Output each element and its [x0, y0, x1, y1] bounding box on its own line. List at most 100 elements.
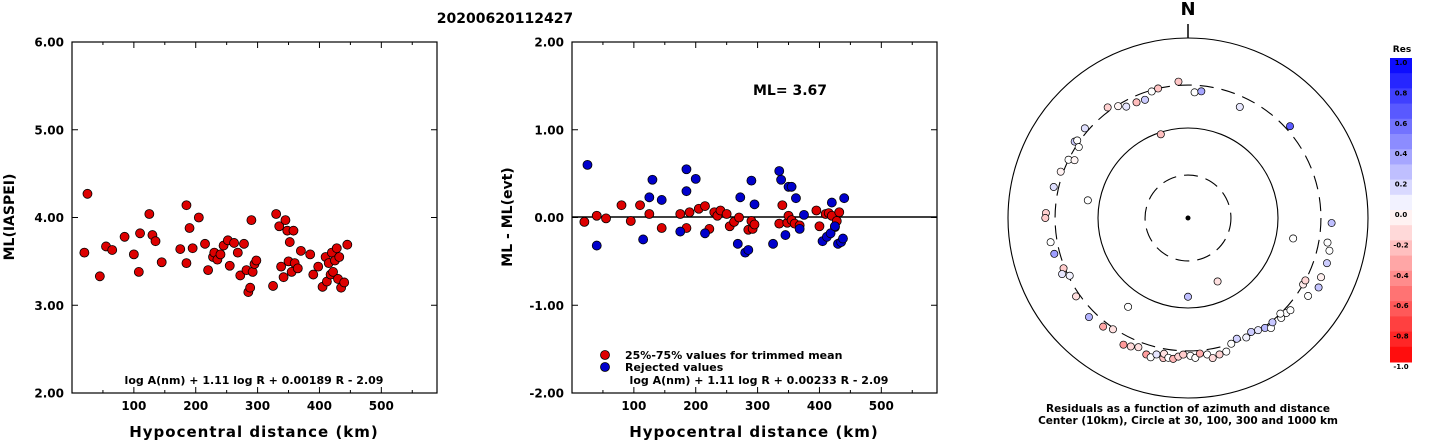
plot2-data-point: [591, 210, 602, 221]
plot2-y-tick-label: 0.00: [534, 211, 564, 225]
plot2-data-point: [774, 218, 785, 229]
plot2-x-tick-label: 100: [621, 399, 646, 413]
legend-marker-trimmed: [600, 350, 610, 360]
colorbar-cell: [1390, 270, 1412, 287]
colorbar-cell: [1390, 179, 1412, 196]
plot1-points: [79, 188, 353, 297]
station-residual-point: [1147, 87, 1156, 96]
plot2-data-point: [749, 199, 760, 210]
station-residual-point: [1154, 84, 1163, 93]
station-residual-point: [1323, 238, 1332, 247]
plot1-data-point: [156, 257, 167, 268]
plot2-data-point: [644, 192, 655, 203]
colorbar-tick-label: -1.0: [1393, 363, 1408, 371]
colorbar-cell: [1390, 331, 1412, 348]
plot2-data-point: [826, 197, 837, 208]
legend-label-rejected: Rejected values: [625, 361, 724, 374]
station-residual-point: [1049, 183, 1058, 191]
plot2-x-tick-label: 500: [869, 399, 894, 413]
station-residual-point: [1208, 354, 1217, 362]
colorbar-tick-label: -0.4: [1393, 272, 1408, 280]
colorbar-gradient: [1390, 58, 1412, 363]
plot2-points: [579, 159, 850, 258]
station-residual-point: [1080, 124, 1089, 133]
station-residual-point: [1247, 327, 1256, 336]
station-residual-point: [1119, 340, 1128, 349]
station-residual-point: [1174, 77, 1183, 86]
station-residual-point: [1213, 277, 1222, 286]
center-point: [1185, 215, 1191, 221]
plot2-y-tick-label: -2.00: [529, 387, 564, 401]
azimuth-points: [1041, 77, 1336, 363]
plot2-data-point: [656, 195, 667, 205]
plot1-data-point: [288, 225, 299, 236]
station-residual-point: [1103, 103, 1112, 112]
plot1-data-point: [144, 209, 155, 219]
plot1-y-tick-label: 2.00: [34, 387, 64, 401]
magnitude-vs-distance-plot: 100 200 300 400 500 2.00 3.00 4.00 5.00 6.00 log …: [2, 36, 438, 441]
plot2-data-point: [635, 200, 645, 211]
station-residual-point: [1286, 306, 1295, 315]
plot1-data-point: [119, 231, 130, 242]
station-residual-point: [1085, 313, 1093, 321]
station-residual-point: [1074, 143, 1083, 152]
plot1-data-point: [175, 244, 186, 254]
plot2-data-point: [625, 216, 636, 226]
colorbar-cell: [1390, 301, 1412, 317]
plot2-data-point: [768, 238, 778, 249]
plot2-data-point: [579, 216, 590, 227]
legend-label-trimmed: 25%-75% values for trimmed mean: [625, 349, 842, 362]
colorbar-tick-label: 0.6: [1395, 120, 1408, 128]
station-residual-point: [1317, 273, 1325, 282]
station-residual-point: [1268, 318, 1277, 327]
plot1-data-point: [200, 238, 210, 249]
colorbar-tick-label: -0.2: [1393, 241, 1408, 249]
plot1-data-point: [203, 265, 214, 276]
plot2-data-point: [799, 209, 809, 220]
plot1-data-point: [292, 263, 303, 274]
ring-1000km: [1007, 37, 1369, 399]
plot1-x-tick-label: 300: [245, 399, 270, 413]
plot2-formula: log A(nm) + 1.11 log R + 0.00233 R - 2.0…: [630, 374, 889, 387]
plot1-data-point: [245, 282, 256, 293]
plot2-data-point: [834, 207, 845, 218]
colorbar-tick-label: -0.6: [1393, 302, 1408, 310]
plot1-data-point: [274, 221, 285, 232]
station-residual-point: [1126, 342, 1135, 351]
plot1-data-point: [284, 237, 295, 247]
plot1-data-point: [305, 249, 316, 260]
station-residual-point: [1304, 292, 1313, 300]
plot1-data-point: [278, 272, 289, 283]
plot1-axes: 100 200 300 400 500 2.00 3.00 4.00 5.00 6.00: [34, 36, 437, 413]
plot1-data-point: [280, 215, 291, 226]
plot2-data-point: [681, 164, 692, 175]
colorbar-cell: [1390, 103, 1412, 120]
plot1-formula: log A(nm) + 1.11 log R + 0.00189 R - 2.0…: [125, 374, 384, 387]
station-residual-point: [1108, 325, 1117, 334]
plot2-data-point: [743, 245, 754, 255]
colorbar-cell: [1390, 255, 1412, 272]
ring-300km: [1054, 84, 1322, 352]
colorbar-cell: [1390, 73, 1412, 89]
colorbar-cell: [1390, 88, 1412, 105]
plot1-data-point: [271, 209, 282, 219]
plot2-data-point: [638, 234, 649, 245]
colorbar-cell: [1390, 286, 1412, 302]
station-residual-point: [1222, 347, 1231, 356]
plot2-data-point: [776, 174, 787, 185]
station-residual-point: [1327, 219, 1336, 227]
plot1-data-point: [82, 188, 93, 199]
station-residual-point: [1184, 292, 1192, 301]
station-residual-point: [1197, 87, 1206, 96]
colorbar-cell: [1390, 225, 1412, 241]
station-residual-point: [1058, 270, 1067, 279]
colorbar-cell: [1390, 346, 1412, 363]
plot2-data-point: [681, 186, 692, 197]
plot2-data-point: [777, 200, 788, 211]
plot2-data-point: [791, 193, 801, 204]
plot2-data-point: [591, 240, 602, 251]
plot1-data-point: [308, 269, 319, 280]
plot1-data-point: [232, 247, 243, 258]
plot1-y-tick-label: 4.00: [34, 211, 64, 225]
plot1-y-tick-label: 5.00: [34, 123, 64, 137]
